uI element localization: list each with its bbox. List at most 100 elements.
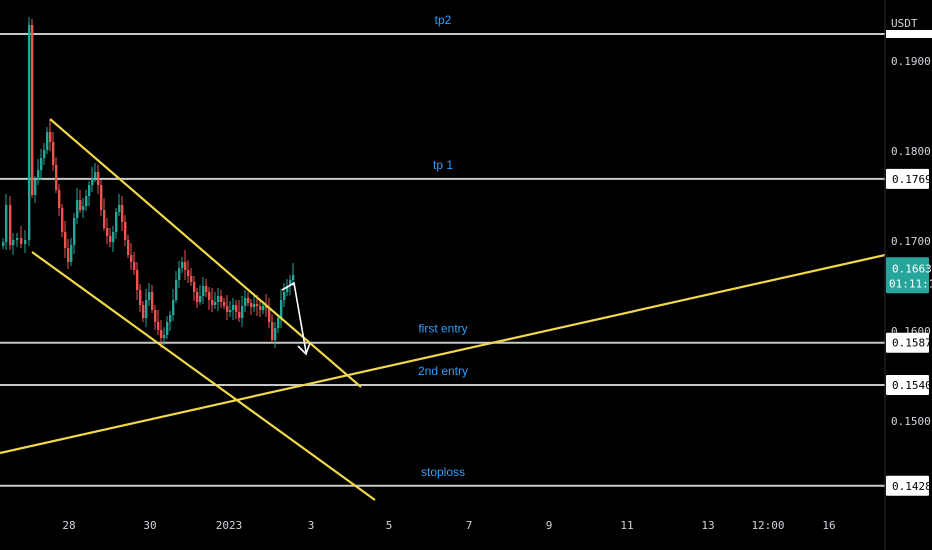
time-axis[interactable]: 28 30 2023 3 5 7 9 11 13 12:00 16 [62,519,835,532]
candle-body [142,305,145,318]
candle-body [217,296,220,302]
candle-body [139,290,142,305]
candle-body [133,262,136,270]
forecast-arrow [281,281,311,356]
level-label-stoploss: stoploss [421,465,465,479]
candle-body [118,205,121,212]
candle-body [43,150,46,158]
candle-body [136,270,139,290]
candlesticks [2,17,295,348]
candle-body [88,185,91,196]
price-tag-bg-first-entry [886,332,929,353]
y-tick-label: 0.1800 [891,145,931,158]
candle-body [175,280,178,300]
candle-body [247,298,250,303]
channel-lower-trendline[interactable] [31,251,376,501]
x-tick-label: 12:00 [751,519,784,532]
candle-body [37,170,40,180]
x-tick-label: 9 [546,519,553,532]
candle-body [28,25,31,240]
candle-body [40,158,43,170]
level-label-tp2: tp2 [435,13,452,27]
candle-body [73,218,76,245]
candle-body [238,312,241,318]
candle-body [163,335,166,338]
candle-body [229,310,232,312]
candle-body [76,200,79,218]
candle-body [241,306,244,318]
price-tag-bg-tp2 [886,30,932,38]
candle-body [274,328,277,340]
candle-body [250,303,253,307]
price-tag-stoploss: 0.1428 [892,480,932,493]
candle-body [253,304,256,307]
candle-body [268,308,271,322]
candle-body [70,245,73,262]
candle-body [112,232,115,242]
candle-body [160,330,163,338]
candle-body [166,322,169,335]
candle-body [82,206,85,210]
x-tick-label: 5 [386,519,393,532]
y-tick-label: 0.1900 [891,55,931,68]
candle-body [52,142,55,165]
candle-body [12,240,15,245]
currency-label: USDT [891,17,918,30]
channel-upper-trendline[interactable] [49,118,362,388]
price-tag-bg-tp1 [886,168,929,189]
x-tick-label: 7 [466,519,473,532]
candle-body [184,262,187,270]
candle-body [283,292,286,300]
candle-body [271,322,274,340]
candle-body [265,306,268,308]
candle-body [286,286,289,292]
candle-body [220,296,223,302]
price-tag-first-entry: 0.1587 [892,337,932,350]
candle-body [61,208,64,232]
candle-body [205,286,208,292]
candle-body [211,300,214,305]
rising-support-trendline[interactable] [0,253,886,455]
candle-body [121,205,124,222]
candle-body [106,228,109,236]
price-tag-bg-second-entry [886,375,929,395]
candle-body [235,305,238,312]
x-tick-label: 28 [62,519,75,532]
level-label-second-entry: 2nd entry [418,364,468,378]
price-tag-bg-stoploss [886,475,929,496]
candle-body [187,270,190,276]
candle-body [214,302,217,305]
current-price-value: 0.1663 [892,262,932,275]
candle-body [244,298,247,306]
candle-body [24,240,27,244]
candle-body [103,210,106,228]
x-tick-label: 16 [822,519,835,532]
price-tag-second-entry: 0.1540 [892,379,932,392]
candle-body [280,300,283,318]
candle-body [9,205,12,245]
candle-body [16,238,19,240]
forecast-arrow-head [297,342,311,356]
price-tag-tp1: 0.1769 [892,173,932,186]
candle-body [169,315,172,322]
candle-body [130,255,133,262]
y-tick-label: 0.1700 [891,235,931,248]
candle-body [5,205,8,242]
candle-body [34,180,37,195]
candle-body [91,178,94,185]
candle-body [64,232,67,248]
candle-body [178,268,181,280]
candle-body [202,286,205,296]
trendlines[interactable] [0,118,886,501]
x-tick-label: 30 [143,519,156,532]
candle-body [94,172,97,178]
candle-body [157,322,160,330]
level-label-tp1: tp 1 [433,158,453,172]
candle-body [124,222,127,240]
candle-body [181,262,184,268]
candle-body [259,306,262,310]
candle-body [232,305,235,310]
candle-body [115,212,118,232]
candle-body [262,306,265,310]
